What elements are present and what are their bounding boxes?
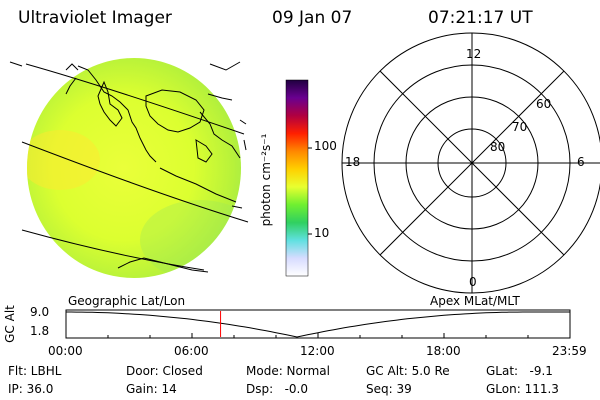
mlat-label-80: 80 bbox=[490, 140, 506, 154]
colorbar-unit-label: photon cm⁻²s⁻¹ bbox=[259, 133, 273, 227]
alt-tick-max: 9.0 bbox=[30, 305, 50, 319]
polar-plot bbox=[341, 32, 600, 294]
latlon-grid bbox=[21, 63, 249, 271]
glat-status: GLat: -9.1 bbox=[486, 364, 553, 378]
apex-title: Apex MLat/MLT bbox=[430, 294, 520, 308]
door-status: Door: Closed bbox=[126, 364, 203, 378]
coastline-fragments bbox=[9, 61, 247, 151]
mode-status: Mode: Normal bbox=[246, 364, 330, 378]
colorbar-tick-100: 100 bbox=[314, 139, 337, 153]
mlt-label-6: 6 bbox=[577, 155, 585, 169]
time-tick-0000: 00:00 bbox=[48, 344, 83, 358]
uv-earth-image bbox=[21, 58, 249, 278]
time-tick-1200: 12:00 bbox=[300, 344, 335, 358]
gain-status: Gain: 14 bbox=[126, 382, 177, 396]
altitude-panel bbox=[65, 309, 571, 339]
mlat-label-60: 60 bbox=[536, 97, 552, 111]
mlt-label-12: 12 bbox=[466, 47, 482, 61]
filter-status: Flt: LBHL bbox=[8, 364, 62, 378]
seq-status: Seq: 39 bbox=[366, 382, 412, 396]
dsp-status: Dsp: -0.0 bbox=[246, 382, 309, 396]
time-tick-0600: 06:00 bbox=[174, 344, 209, 358]
geographic-title: Geographic Lat/Lon bbox=[68, 294, 186, 308]
mlt-label-18: 18 bbox=[345, 155, 361, 169]
time-tick-1800: 18:00 bbox=[426, 344, 461, 358]
gc-alt-axis-label: GC Alt bbox=[3, 305, 17, 343]
mlat-label-70: 70 bbox=[512, 120, 528, 134]
gc-alt-status: GC Alt: 5.0 Re bbox=[366, 364, 450, 378]
time-tick-2359: 23:59 bbox=[552, 344, 587, 358]
ip-status: IP: 36.0 bbox=[8, 382, 54, 396]
alt-tick-min: 1.8 bbox=[30, 324, 50, 338]
glon-status: GLon: 111.3 bbox=[486, 382, 559, 396]
observation-date: 09 Jan 07 bbox=[272, 8, 353, 28]
colorbar-tick-10: 10 bbox=[314, 226, 330, 240]
mlt-label-0: 0 bbox=[469, 275, 477, 289]
instrument-title: Ultraviolet Imager bbox=[18, 8, 172, 28]
colorbar bbox=[285, 79, 312, 277]
coastlines bbox=[65, 65, 243, 273]
observation-time: 07:21:17 UT bbox=[428, 8, 533, 28]
